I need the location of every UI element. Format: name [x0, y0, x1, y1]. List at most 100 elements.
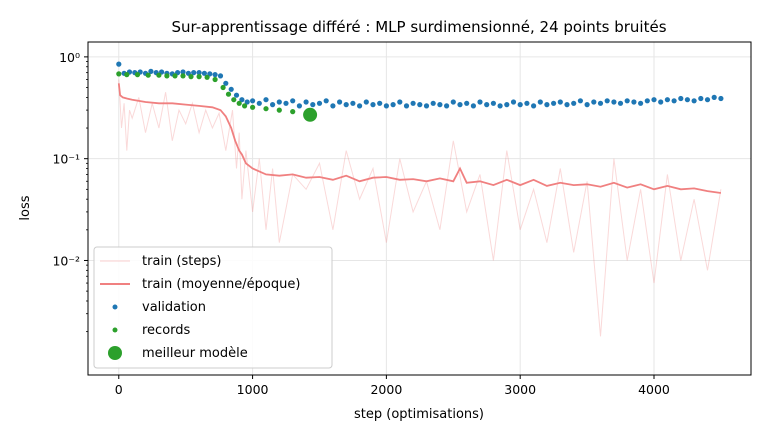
record-point: [196, 74, 202, 80]
validation-point: [417, 102, 423, 108]
validation-point: [597, 100, 604, 106]
validation-point: [370, 102, 376, 108]
validation-point: [437, 102, 443, 108]
validation-point: [678, 95, 684, 102]
record-point: [156, 72, 162, 78]
train-average-line: [117, 83, 722, 194]
validation-point: [584, 102, 590, 108]
legend-swatch-validation: [112, 304, 118, 310]
validation-point: [270, 102, 276, 108]
record-point: [276, 107, 282, 113]
validation-point: [233, 92, 240, 98]
record-point: [231, 97, 237, 103]
validation-point: [497, 103, 503, 109]
validation-point: [551, 100, 557, 106]
validation-point: [256, 100, 262, 106]
validation-point: [196, 70, 202, 76]
validation-point: [617, 100, 624, 106]
validation-point: [691, 98, 697, 104]
legend-swatch-best-model: [108, 346, 122, 360]
x-tick-label: 0: [115, 382, 123, 397]
record-point: [212, 76, 218, 83]
validation-point: [239, 97, 245, 103]
validation-point: [450, 99, 456, 105]
legend-label-records: records: [142, 323, 191, 338]
validation-point: [504, 102, 510, 108]
legend-label-train-steps: train (steps): [142, 254, 221, 269]
validation-point: [290, 98, 296, 104]
validation-point: [638, 100, 644, 106]
validation-point: [698, 95, 704, 102]
record-point: [242, 103, 248, 109]
validation-point: [671, 98, 677, 104]
validation-point: [323, 98, 329, 104]
validation-point: [577, 98, 584, 104]
validation-point: [531, 103, 537, 109]
validation-point: [517, 102, 523, 108]
validation-point: [410, 100, 416, 106]
record-point: [188, 74, 194, 80]
validation-point: [201, 70, 207, 76]
validation-point: [430, 100, 436, 106]
validation-point: [276, 99, 282, 105]
validation-point: [310, 102, 316, 108]
legend-swatch-records: [112, 327, 118, 333]
validation-point: [604, 98, 610, 104]
validation-point: [337, 99, 343, 105]
x-tick-label: 2000: [370, 382, 402, 397]
record-point: [290, 109, 296, 115]
validation-point: [191, 70, 197, 76]
x-axis-label: step (optimisations): [354, 407, 484, 422]
validation-point: [464, 100, 470, 106]
record-point: [263, 106, 269, 112]
best-model-point: [303, 107, 318, 122]
validation-point: [537, 99, 543, 105]
validation-point: [704, 97, 711, 103]
legend-label-train-avg: train (moyenne/époque): [142, 277, 300, 292]
validation-point: [377, 100, 383, 106]
record-point: [180, 73, 186, 79]
record-point: [236, 100, 242, 106]
validation-point: [524, 100, 530, 106]
validation-point: [718, 95, 724, 102]
legend-box: [93, 246, 333, 369]
record-point: [172, 73, 178, 79]
validation-point: [263, 97, 269, 103]
y-axis-label: loss: [18, 195, 33, 220]
validation-point: [244, 99, 250, 105]
validation-point: [684, 97, 691, 103]
validation-point: [397, 99, 403, 105]
train-steps-line: [118, 79, 722, 337]
validation-point: [591, 99, 597, 105]
validation-point: [283, 100, 289, 106]
validation-point: [510, 99, 517, 105]
validation-point: [611, 99, 617, 105]
validation-point: [217, 73, 224, 79]
record-point: [220, 84, 226, 91]
validation-point: [403, 103, 410, 109]
record-point: [145, 72, 151, 78]
validation-point: [350, 100, 356, 106]
validation-point: [228, 86, 234, 92]
chart-title: Sur-apprentissage différé : MLP surdimen…: [171, 18, 666, 36]
validation-point: [564, 102, 570, 108]
validation-point: [711, 94, 717, 100]
legend: train (steps) train (moyenne/époque) val…: [93, 246, 333, 369]
validation-point: [557, 99, 563, 105]
y-tick-label: 10⁻¹: [52, 152, 80, 167]
validation-point: [383, 103, 389, 109]
y-axis: 10⁻² 10⁻¹ 10⁰: [52, 50, 88, 333]
validation-point: [664, 97, 671, 103]
validation-point: [651, 97, 657, 103]
validation-point: [296, 103, 302, 109]
validation-point: [484, 102, 490, 108]
validation-point: [148, 68, 154, 74]
y-tick-label: 10⁻²: [52, 253, 80, 268]
validation-point: [658, 99, 664, 105]
validation-point: [357, 103, 363, 109]
validation-point: [212, 72, 218, 78]
validation-point: [544, 102, 550, 108]
validation-point: [444, 103, 450, 109]
validation-point: [180, 69, 186, 75]
